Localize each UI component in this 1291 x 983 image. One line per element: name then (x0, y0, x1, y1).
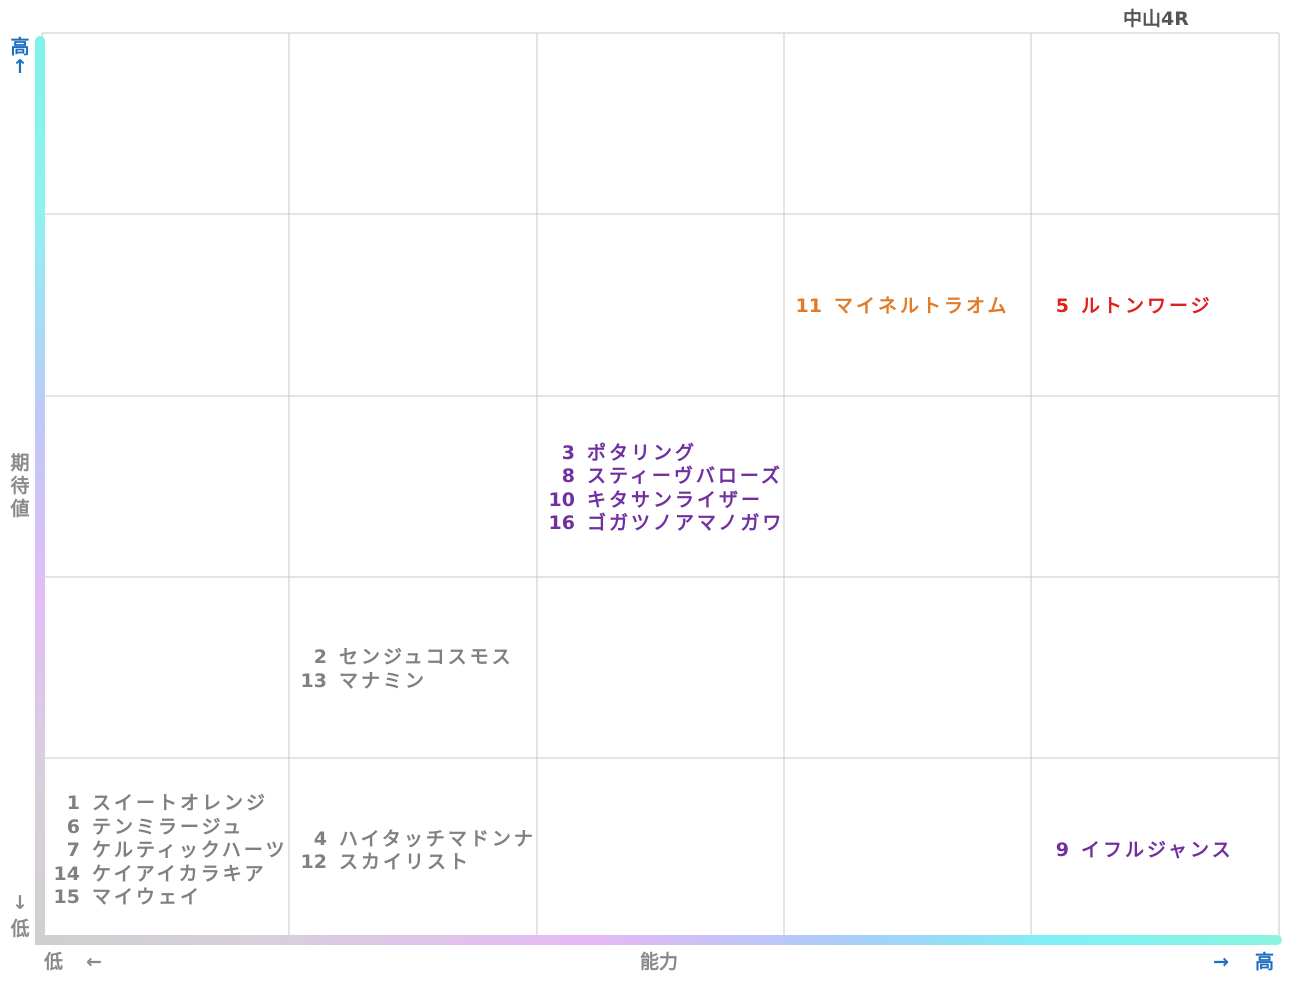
x-axis-title: 能力 (640, 951, 679, 973)
horse-name: マイウェイ (92, 886, 203, 909)
horse-entry: 1 スイートオレンジ (50, 792, 268, 816)
horse-name: センジュコスモス (339, 646, 514, 668)
horse-number: 11 (795, 295, 822, 318)
horse-name: マナミン (339, 669, 428, 692)
horse-number: 3 (561, 441, 575, 464)
horse-number: 12 (300, 851, 327, 873)
horse-name: マイネルトラオム (834, 295, 1010, 318)
horse-number: 7 (66, 839, 80, 862)
horse-number: 16 (548, 512, 575, 534)
horse-name: スイートオレンジ (92, 792, 269, 815)
horse-number: 15 (53, 886, 80, 909)
horse-entry: 4 ハイタッチマドンナ (297, 828, 536, 852)
horse-entry: 8 スティーヴバローズ (545, 465, 783, 489)
horse-name: スカイリスト (339, 851, 472, 873)
down-arrow-icon: ↓ (12, 892, 28, 914)
x-axis-low-label: 低 (44, 951, 64, 973)
horse-number: 6 (66, 815, 80, 838)
horse-entry: 12 スカイリスト (297, 851, 471, 875)
horse-entry: 15 マイウェイ (50, 886, 202, 910)
horse-number: 14 (53, 862, 80, 885)
y-axis-bar (35, 36, 45, 942)
horse-number: 13 (300, 669, 327, 692)
horse-number: 1 (66, 792, 80, 815)
horse-number: 10 (548, 488, 575, 511)
horse-entry: 10 キタサンライザー (545, 489, 763, 513)
horse-name: イフルジャンス (1081, 839, 1234, 862)
horse-name: ケルティックハーツ (92, 839, 288, 862)
y-axis-high-label: 高 (10, 36, 30, 58)
horse-entry: 6 テンミラージュ (50, 816, 244, 840)
horse-name: キタサンライザー (587, 488, 764, 511)
horse-entry: 16 ゴガツノアマノガワ (545, 512, 784, 536)
horse-number: 2 (313, 646, 327, 668)
y-axis-title: 期待値 (10, 452, 30, 520)
up-arrow-icon: ↑ (12, 56, 28, 78)
horse-entry: 13 マナミン (297, 670, 427, 694)
right-arrow-icon: → (1213, 951, 1229, 973)
race-title: 中山4R (1123, 8, 1189, 30)
horse-number: 9 (1055, 839, 1069, 862)
horse-name: テンミラージュ (92, 815, 245, 838)
horse-entry: 2 センジュコスモス (297, 646, 514, 670)
horse-entry: 3 ポタリング (545, 442, 697, 466)
horse-entry: 5 ルトンワージ (1039, 295, 1213, 319)
horse-entry: 9 イフルジャンス (1039, 839, 1234, 863)
horse-name: ポタリング (587, 441, 698, 464)
horse-name: ルトンワージ (1081, 295, 1213, 318)
horse-number: 8 (561, 465, 575, 487)
horse-name: ハイタッチマドンナ (339, 827, 536, 850)
horse-number: 5 (1055, 295, 1069, 318)
x-axis-high-label: 高 (1255, 951, 1275, 973)
horse-name: ゴガツノアマノガワ (587, 512, 785, 534)
horse-number: 4 (313, 827, 327, 850)
horse-name: ケイアイカラキア (92, 862, 267, 885)
y-axis-low-label: 低 (10, 918, 30, 940)
horse-entry: 7 ケルティックハーツ (50, 839, 288, 863)
horse-name: スティーヴバローズ (587, 465, 783, 487)
horse-entry: 11 マイネルトラオム (792, 295, 1009, 319)
x-axis-bar (35, 935, 1282, 945)
left-arrow-icon: ← (86, 951, 102, 973)
horse-entry: 14 ケイアイカラキア (50, 863, 267, 887)
